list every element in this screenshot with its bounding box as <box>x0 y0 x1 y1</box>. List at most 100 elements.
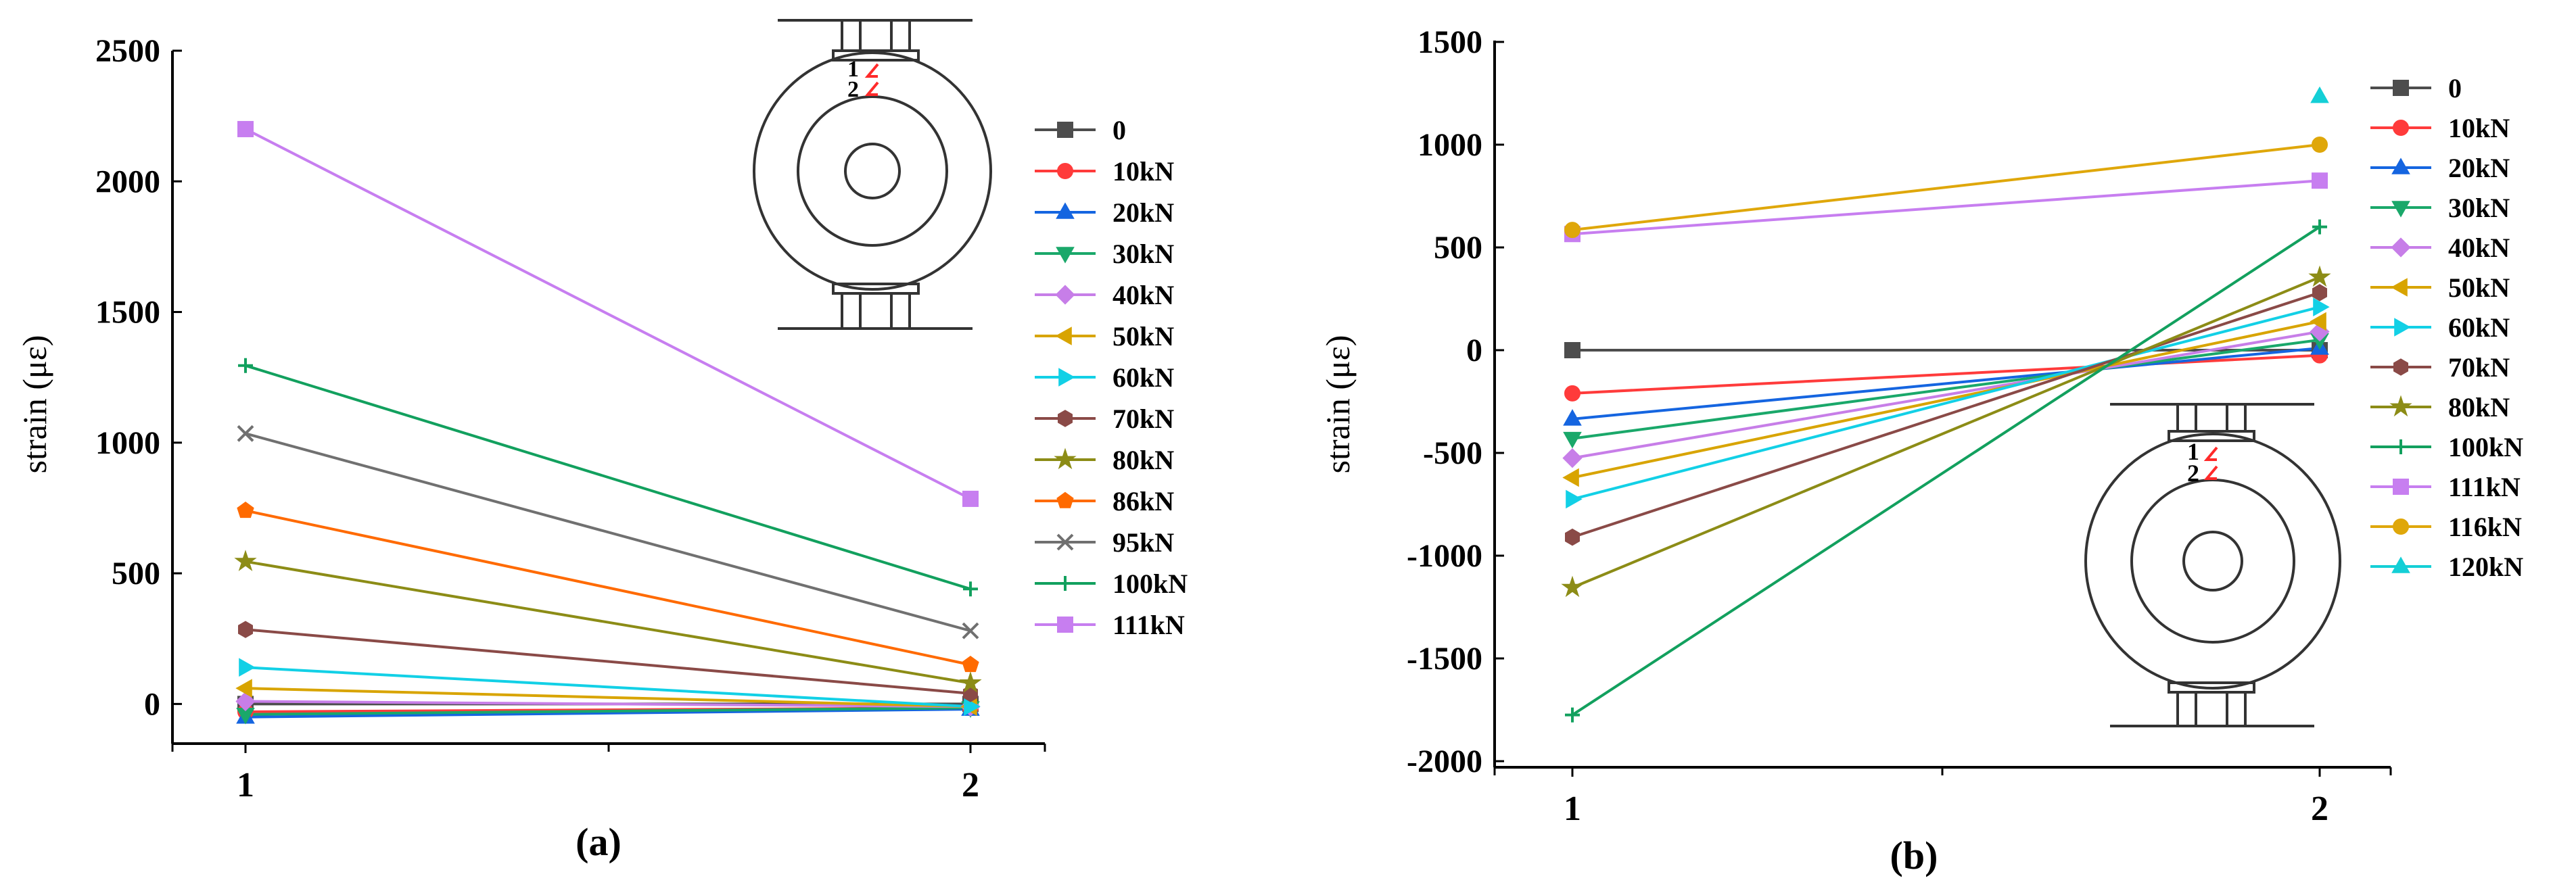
series-line-40kn <box>1572 330 2320 460</box>
legend-label-30kn: 30kN <box>2448 193 2510 223</box>
data-point-70kn-1 <box>237 621 254 638</box>
gauge-2-icon <box>2203 465 2218 480</box>
y-tick-label: 2500 <box>95 33 160 69</box>
legend-marker-30kn <box>2391 201 2410 218</box>
data-point-0-1 <box>1564 342 1580 358</box>
series-line-70kn <box>245 628 971 695</box>
data-point-95kn-1 <box>237 425 254 442</box>
legend-marker-70kn <box>1057 410 1073 427</box>
legend-label-80kn: 80kN <box>1113 445 1174 475</box>
y-tick-label: 1500 <box>95 295 160 331</box>
data-point-86kn-2 <box>962 656 979 673</box>
legend-marker-86kn <box>1056 491 1074 508</box>
legend-label-111kn: 111kN <box>2448 472 2521 502</box>
data-point-80kn-1 <box>234 550 257 571</box>
legend-label-0: 0 <box>1113 115 1126 145</box>
legend-marker-60kn <box>2394 318 2411 337</box>
data-point-116kn-1 <box>1564 222 1580 239</box>
legend-label-0: 0 <box>2448 73 2462 103</box>
gauge-1-icon <box>2203 446 2218 461</box>
data-point-70kn-2 <box>2312 284 2328 301</box>
legend-marker-80kn <box>1054 448 1077 470</box>
series-line-50kn <box>1572 320 2320 479</box>
series-line-60kn <box>245 666 971 708</box>
legend-marker-40kn <box>1055 285 1075 305</box>
legend-label-50kn: 50kN <box>2448 272 2510 303</box>
legend-marker-111kn <box>1057 617 1073 633</box>
y-tick-label: 500 <box>1434 230 1482 266</box>
series-line-70kn <box>1572 291 2320 539</box>
data-point-100kn-2 <box>963 581 978 597</box>
data-point-95kn-2 <box>962 622 979 639</box>
legend-marker-111kn <box>2393 479 2409 495</box>
legend-label-20kn: 20kN <box>1113 197 1174 228</box>
legend-label-80kn: 80kN <box>2448 392 2510 423</box>
y-tick-label: 500 <box>112 556 160 592</box>
legend-label-40kn: 40kN <box>1113 280 1174 310</box>
legend-label-116kn: 116kN <box>2448 512 2522 542</box>
series-line-60kn <box>1572 306 2320 501</box>
legend-marker-20kn <box>2391 158 2410 174</box>
data-point-60kn-2 <box>964 697 981 717</box>
data-point-40kn-1 <box>1562 448 1583 468</box>
legend-marker-0 <box>1057 122 1073 138</box>
legend-label-100kn: 100kN <box>1113 569 1188 599</box>
inset-diagram-b <box>2084 403 2341 727</box>
series-line-80kn <box>245 560 971 685</box>
legend-marker-30kn <box>1056 247 1075 264</box>
inset-diagram-a <box>753 19 992 330</box>
legend-label-10kn: 10kN <box>2448 113 2510 143</box>
legend-marker-10kn <box>2393 120 2409 136</box>
legend-marker-10kn <box>1057 163 1073 179</box>
legend-marker-100kn <box>2393 439 2408 454</box>
data-point-70kn-1 <box>1564 528 1580 546</box>
series-line-50kn <box>245 687 971 708</box>
legend-marker-80kn <box>2389 395 2412 417</box>
legend-label-86kn: 86kN <box>1113 486 1174 516</box>
series-line-10kn <box>1572 354 2320 395</box>
inset-label-b-1: 1 <box>2187 438 2199 465</box>
data-point-60kn-1 <box>239 658 256 677</box>
legend-marker-95kn <box>1056 533 1074 551</box>
data-point-50kn-1 <box>235 679 252 698</box>
series-line-30kn <box>245 706 971 716</box>
legend-label-40kn: 40kN <box>2448 233 2510 263</box>
data-point-86kn-1 <box>237 501 254 518</box>
data-point-80kn-2 <box>2308 265 2331 287</box>
series-line-80kn <box>1572 276 2320 589</box>
y-tick-label: -2000 <box>1407 744 1482 779</box>
legend-marker-70kn <box>2393 358 2409 376</box>
inset-label-b-2: 2 <box>2187 460 2199 487</box>
series-line-111kn <box>1572 179 2320 236</box>
series-line-100kn <box>1571 225 2321 717</box>
y-tick-label: 2000 <box>95 164 160 199</box>
legend-label-100kn: 100kN <box>2448 432 2523 462</box>
series-line-20kn <box>245 708 971 719</box>
y-tick-label: -1500 <box>1407 641 1482 677</box>
series-lines-a <box>245 128 971 719</box>
series-line-86kn <box>245 509 971 667</box>
panel-label-a: (a) <box>576 820 622 864</box>
legend-label-95kn: 95kN <box>1113 527 1174 558</box>
legend-label-10kn: 10kN <box>1113 156 1174 187</box>
legend-label-20kn: 20kN <box>2448 153 2510 183</box>
series-line-95kn <box>245 432 971 633</box>
y-axis-label-b: strain (με) <box>1319 335 1357 474</box>
legend-b: 0 10kN 20kN 30kN 40kN 50kN 60kN 70kN 80kN 100kN 11… <box>2370 73 2523 582</box>
data-point-111kn-1 <box>237 120 254 137</box>
legend-label-30kn: 30kN <box>1113 239 1174 269</box>
series-line-111kn <box>245 128 971 500</box>
data-point-111kn-2 <box>962 490 979 507</box>
data-point-50kn-1 <box>1562 468 1579 487</box>
data-point-30kn-1 <box>1563 431 1582 449</box>
legend-marker-120kn <box>2391 556 2410 573</box>
y-tick-label: 0 <box>1466 333 1482 368</box>
series-line-100kn <box>245 364 971 591</box>
y-tick-label: 0 <box>144 686 160 722</box>
data-point-111kn-2 <box>2312 172 2328 189</box>
x-tick-label: 1 <box>1564 790 1581 828</box>
data-point-100kn-1 <box>1565 707 1580 723</box>
series-line-20kn <box>1572 346 2320 420</box>
